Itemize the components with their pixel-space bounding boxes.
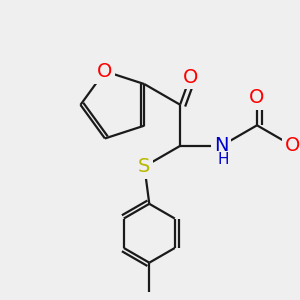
Text: N: N — [214, 136, 229, 155]
Text: S: S — [138, 157, 151, 176]
Text: O: O — [285, 136, 300, 155]
Text: O: O — [182, 68, 198, 86]
Text: O: O — [249, 88, 265, 107]
Text: H: H — [218, 152, 229, 167]
Text: O: O — [97, 62, 112, 81]
